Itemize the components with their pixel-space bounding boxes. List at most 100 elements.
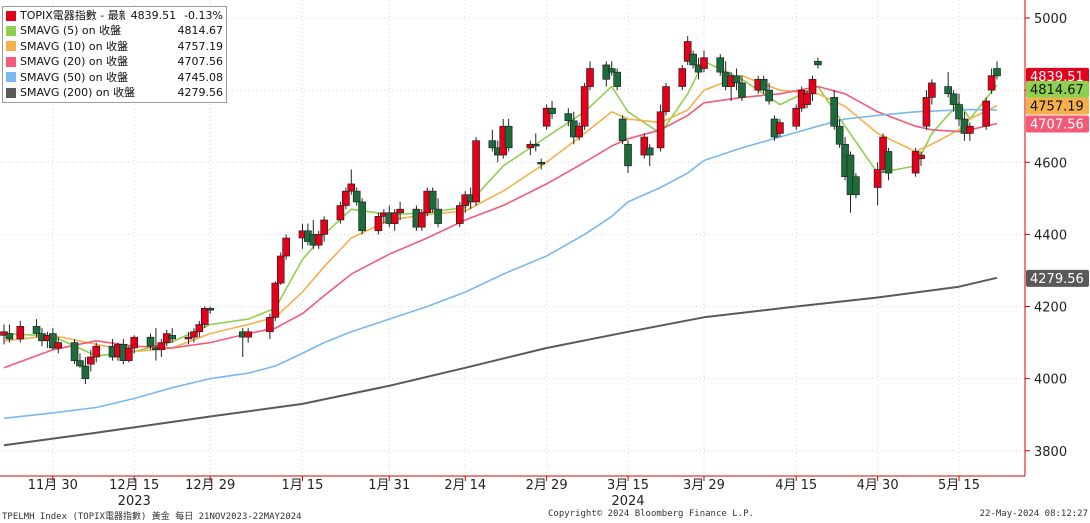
candle [526,140,535,156]
candle-body [911,151,920,174]
candle-body [944,86,952,95]
candle-body [488,140,497,149]
legend-value: 4839.51 [130,9,177,22]
x-year-label: 2024 [611,494,644,509]
candle [266,313,274,339]
candle [314,230,323,249]
y-tick-label: 4600 [1034,156,1067,171]
candle [852,173,860,199]
ma-line [3,74,998,353]
candle [922,90,931,130]
legend-swatch-sma50 [6,72,16,83]
legend-value: 4745.08 [177,70,224,84]
legend-label: SMAVG (50) on 收盤 [20,70,129,84]
candle [347,169,356,195]
price-label-text: 4707.56 [1030,117,1084,132]
y-tick-label: 4400 [1034,228,1067,243]
candle [917,151,925,166]
y-tick-label: 5000 [1034,12,1067,27]
candle [342,187,350,210]
legend-swatch-price [6,10,16,21]
candle-body [271,282,280,318]
x-tick-label: 4月 30 [857,478,899,493]
candle-body [276,255,285,284]
candle [504,119,513,152]
candle [531,133,540,152]
candle-body [640,136,649,156]
candle [456,201,464,228]
candle [244,328,252,343]
legend-item-price: TOPIX電器指數 - 最新價 4839.51 -0.13% [6,8,223,23]
candle-body [32,326,41,334]
candle-body [689,53,697,66]
legend-item-sma10: SMAVG (10) on 收盤 4757.19 [6,39,223,54]
candle [765,82,773,105]
candle [640,133,649,159]
candle-body [266,317,274,333]
candle [830,90,839,130]
price-label: 4279.56 [1026,269,1089,287]
legend-swatch-sma20 [6,56,16,67]
candle-body [645,147,654,156]
candle [683,36,692,65]
candle [146,333,155,350]
candle [70,338,79,365]
candle [884,147,893,181]
candle-body [92,345,101,358]
candle [656,104,665,152]
candle-body [352,190,361,203]
candle [575,122,583,141]
candle-body [456,205,464,224]
legend-value: 4757.19 [177,39,224,53]
candle [184,331,193,345]
candle [157,338,166,357]
candle-body [548,107,556,114]
candle-body [618,118,627,141]
candle-body [320,219,328,235]
candle [190,328,198,343]
x-axis: 11月 30 12月 15 12月 29 1月 15 1月 31 2月 14 2月 29 3月… [28,476,980,509]
candle-body [846,154,855,196]
y-tick-label: 4000 [1034,373,1067,388]
legend-item-sma5: SMAVG (5) on 收盤 4814.67 [6,23,223,38]
candle [542,104,551,130]
price-label-box [1026,80,1089,98]
candle-body [195,324,204,333]
candle [955,93,963,127]
candle-body [884,151,893,174]
x-year-label: 2023 [118,494,151,509]
candle [873,162,882,206]
candle [846,151,855,213]
candle [16,320,25,343]
candle-body [157,342,166,351]
x-tick-label: 3月 29 [683,478,725,493]
candle-body [662,86,670,113]
candle [87,349,95,372]
candle [195,320,204,338]
y-tick-label: 3800 [1034,445,1067,460]
legend-label: TOPIX電器指數 - 最新價 [20,9,125,22]
ma-line [3,108,998,420]
ma-line [3,60,998,357]
candle [396,201,404,220]
candle-body [917,154,925,159]
candle [814,57,822,69]
legend-item-sma200: SMAVG (200) on 收盤 4279.56 [6,85,223,100]
candle [803,90,811,109]
price-label: 4814.67 [1026,80,1089,98]
legend-value: 4279.56 [177,85,224,99]
candle [271,281,280,321]
candle-body [624,143,632,167]
candle [358,198,366,235]
y-tick-label: 4200 [1034,301,1067,316]
candle [564,108,573,127]
candle-body [130,336,139,349]
grid-lines [0,0,1025,476]
candle-body [765,89,773,102]
candle-body [206,308,214,311]
candle-body [244,331,252,338]
candle-body [542,107,551,127]
candle [130,335,139,354]
candle-body [835,125,844,145]
